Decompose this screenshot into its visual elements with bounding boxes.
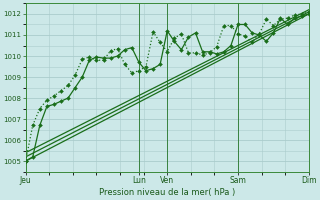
X-axis label: Pression niveau de la mer( hPa ): Pression niveau de la mer( hPa ) (99, 188, 235, 197)
